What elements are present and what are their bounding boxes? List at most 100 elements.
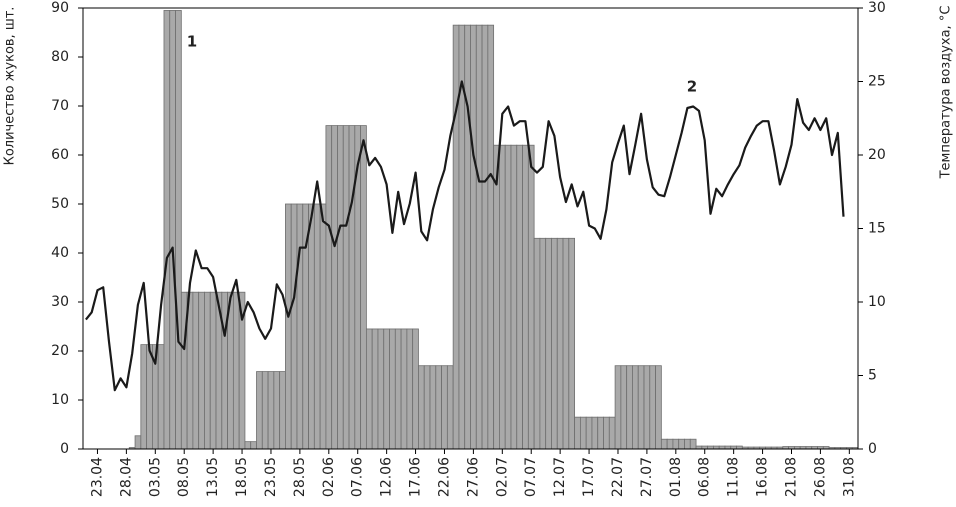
bar [348,125,356,450]
y-tick-label: 80 [51,49,69,65]
bar [308,203,315,450]
y2-tick-label: 25 [868,74,886,90]
bar [504,144,512,450]
x-tick-label: 02.06 [321,457,337,497]
bar [418,365,425,450]
bar [209,291,217,450]
bar [412,328,419,450]
bar [169,10,176,450]
x-tick-label: 12.07 [552,457,568,497]
bar [533,237,541,450]
bar [423,365,431,450]
bar [140,344,148,450]
x-tick-label: 02.07 [494,457,510,497]
bar [475,24,483,450]
x-tick-label: 18.05 [234,457,250,497]
y-tick-label: 50 [51,196,69,212]
y2-axis-title: Температура воздуха, °С [939,6,954,180]
y-tick-label: 0 [60,441,69,457]
bar [545,237,552,450]
bar [643,365,651,450]
bar [232,291,240,450]
bar [539,237,547,450]
bar [435,365,442,450]
y-tick-label: 90 [51,0,69,16]
x-tick-label: 23.04 [89,457,105,497]
bar [597,416,604,450]
y-axis-title: Количество жуков, шт. [3,7,18,166]
x-tick-label: 08.05 [176,457,192,497]
bar [146,344,153,450]
bar [666,438,674,450]
bar [585,416,593,450]
bar [365,328,373,450]
y-tick-label: 10 [51,392,69,408]
y-tick-label: 40 [51,245,69,261]
bar [313,203,321,450]
bar [319,203,327,450]
x-tick-label: 01.08 [668,457,684,497]
bar [689,438,697,450]
x-tick-label: 07.07 [523,457,539,497]
bar [429,365,437,450]
bar [626,365,633,450]
y-tick-label: 20 [51,343,69,359]
bar [204,291,211,450]
bar [279,371,286,450]
bar [660,438,668,450]
bar [672,438,680,450]
bar [464,24,471,450]
bar [568,237,576,450]
bar [325,125,333,450]
bar [632,365,639,450]
y2-tick-label: 15 [868,221,886,237]
bar [250,441,257,450]
x-tick-label: 28.04 [118,457,134,497]
bar [163,10,171,450]
bar [244,441,252,450]
bar [591,416,599,450]
bar [198,291,205,450]
x-tick-label: 28.05 [292,457,308,497]
plot-frame [82,7,859,450]
x-tick-label: 12.06 [379,457,395,497]
bar [574,416,581,450]
bar [256,371,263,450]
bar [481,24,489,450]
bar [377,328,385,450]
bar [556,237,564,450]
temperature-line [85,80,845,392]
x-tick-label: 13.05 [205,457,221,497]
bar [296,203,304,450]
x-tick-label: 27.06 [465,457,481,497]
bar [175,10,182,450]
x-tick-label: 07.06 [350,457,366,497]
bar [603,416,610,450]
bar [562,237,570,450]
bar [400,328,408,450]
x-tick-label: 17.07 [581,457,597,497]
bar [551,237,558,450]
bar [337,125,344,450]
bar [261,371,269,450]
y-tick-label: 70 [51,98,69,114]
bar [342,125,350,450]
x-tick-label: 27.07 [639,457,655,497]
bar [406,328,414,450]
bar [360,125,367,450]
y2-tick-label: 10 [868,294,886,310]
x-tick-label: 16.08 [755,457,771,497]
bar [394,328,402,450]
bar [649,365,656,450]
x-tick-label: 22.07 [610,457,626,497]
bar [452,24,460,450]
bar [510,144,518,450]
bar [637,365,645,450]
y-tick-label: 60 [51,147,69,163]
annotation: 1 [187,33,197,51]
bar [608,416,616,450]
bar [371,328,379,450]
bar [441,365,448,450]
bar [579,416,587,450]
